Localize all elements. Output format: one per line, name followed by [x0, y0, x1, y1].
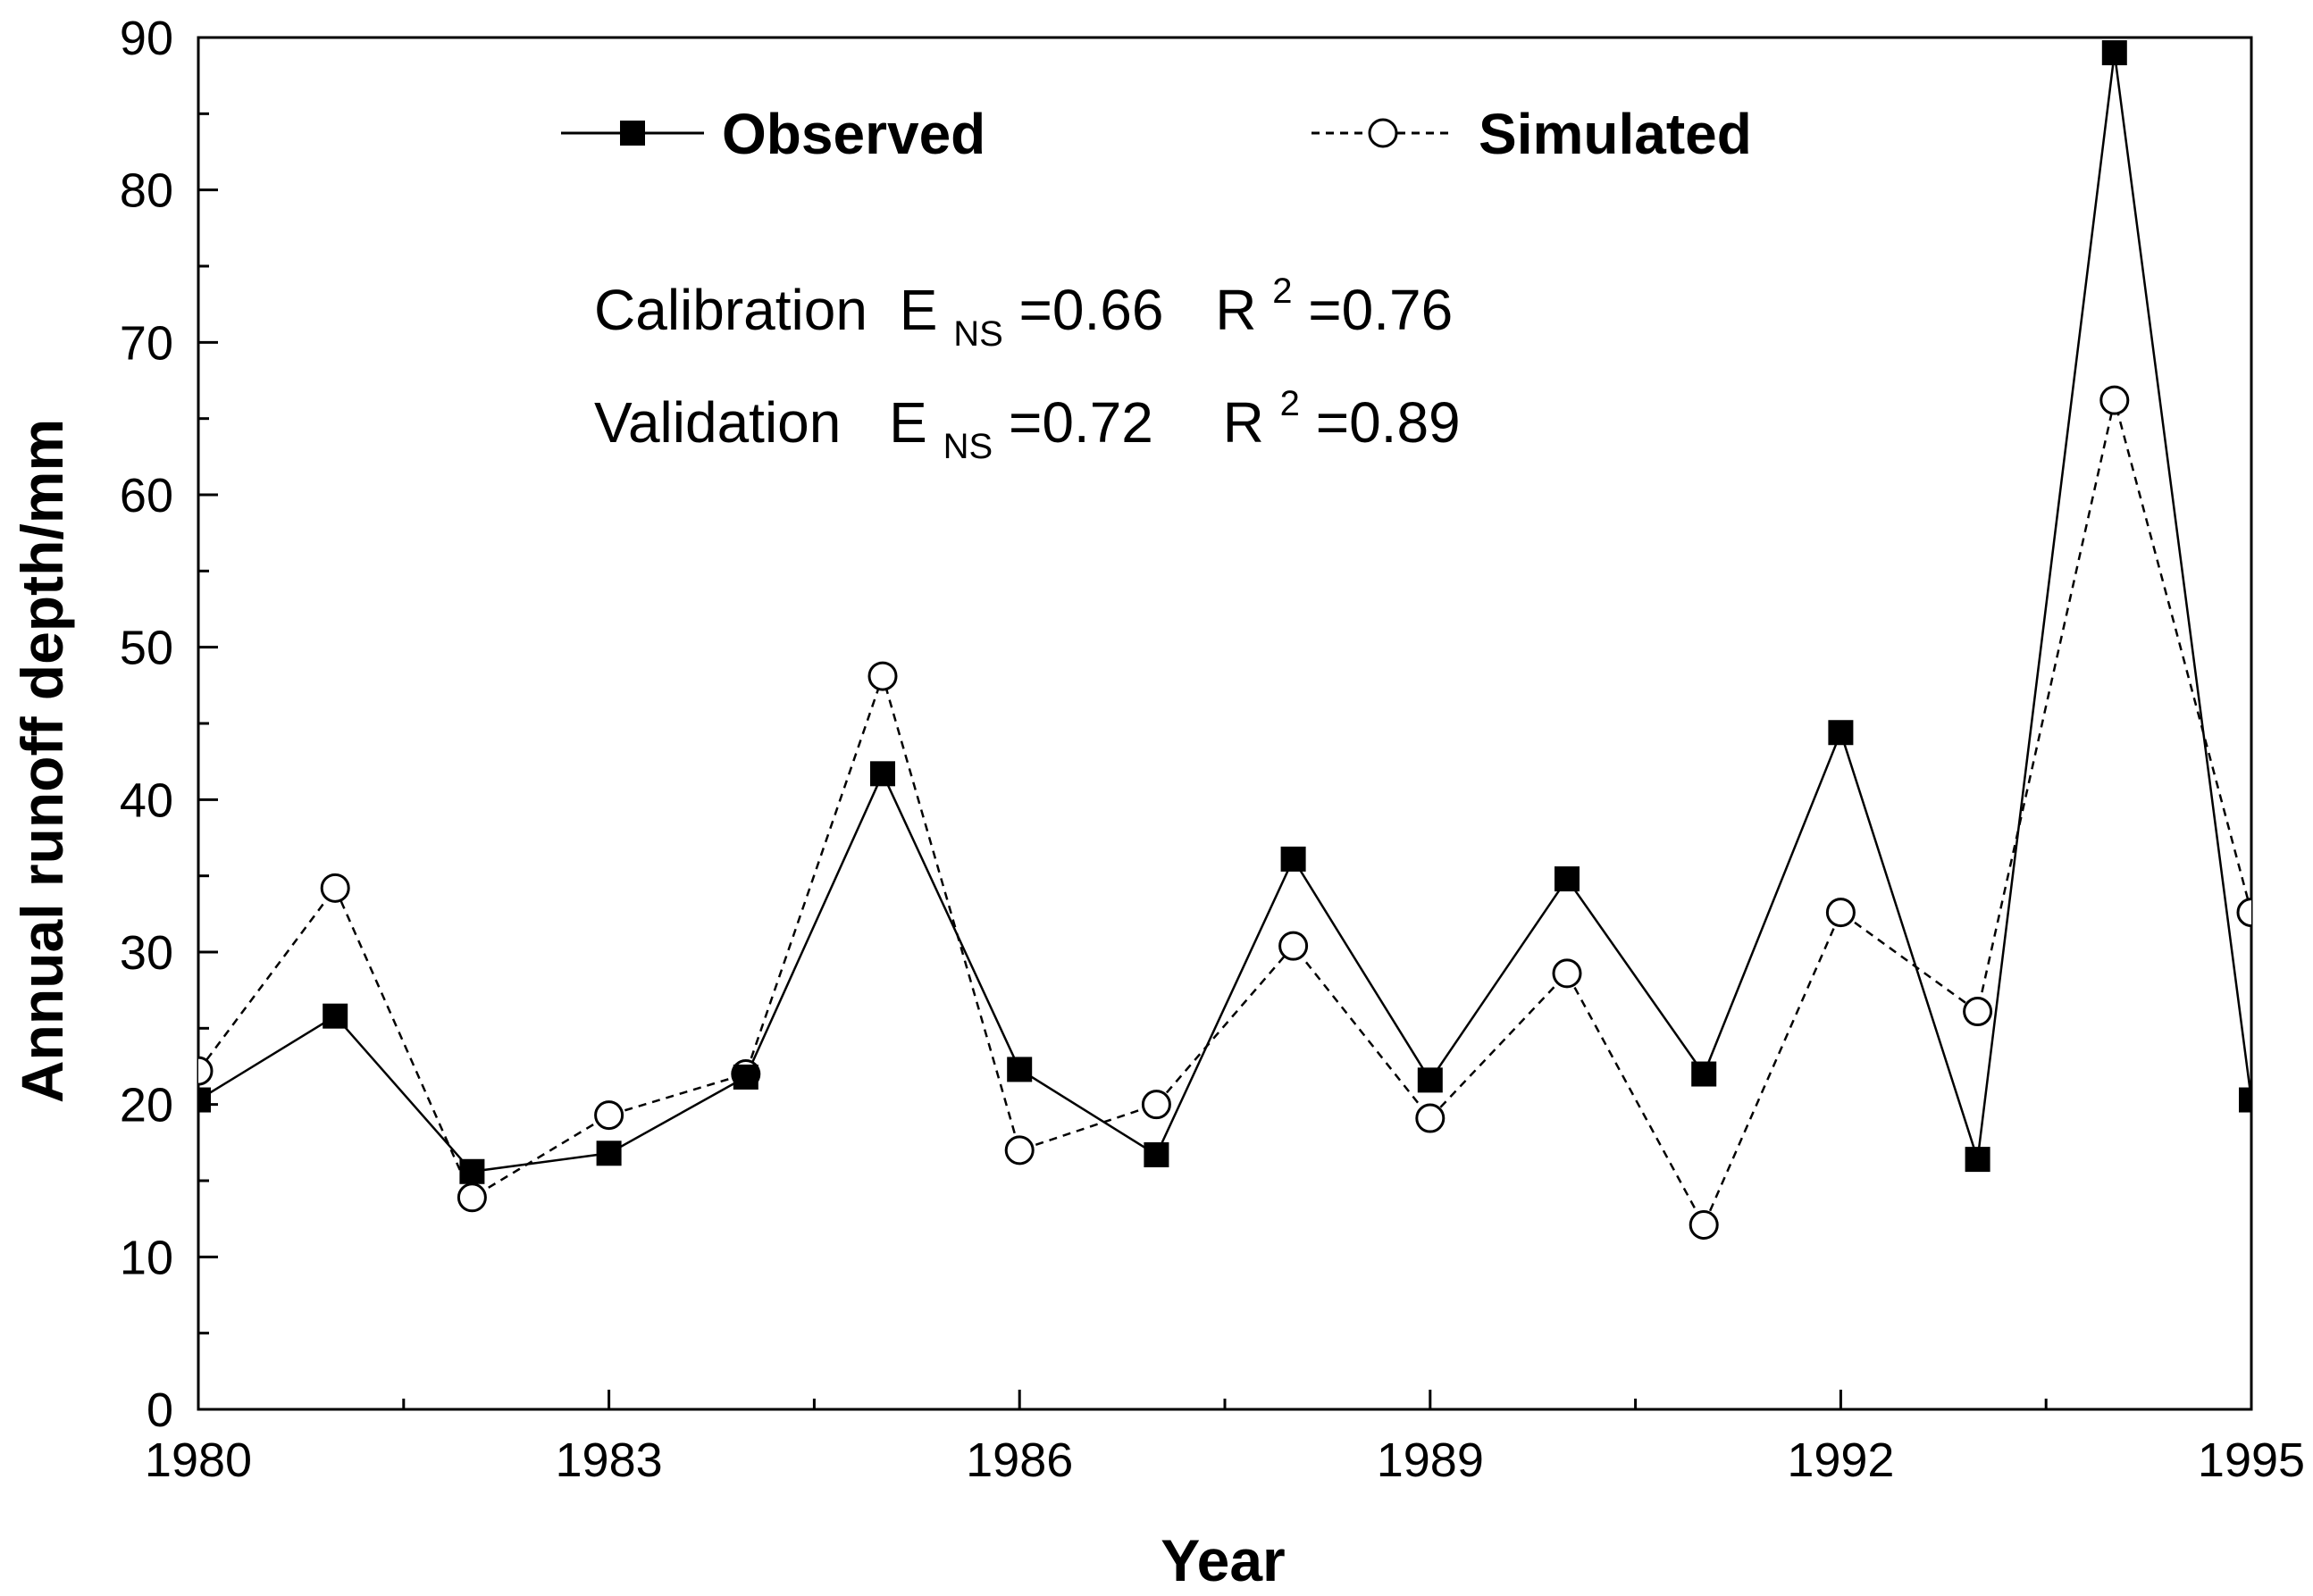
- calibration-stats: Calibration E NS =0.66 R 2 =0.76: [594, 251, 1453, 358]
- observed-point: [733, 1064, 758, 1090]
- legend-observed-marker: [620, 121, 645, 146]
- observed-point: [1691, 1061, 1717, 1087]
- validation-stats: Validation E NS =0.72 R 2 =0.89: [594, 363, 1461, 471]
- series-observed: [198, 52, 2251, 1174]
- y-axis-title: Annual runoff depth/mm: [9, 419, 75, 1103]
- y-tick-label: 40: [120, 773, 173, 827]
- calibration-e-subscript: NS: [953, 314, 1003, 354]
- observed-point: [2101, 40, 2127, 66]
- validation-label: Validation: [594, 390, 841, 455]
- simulated-point: [2099, 385, 2130, 415]
- observed-point: [596, 1141, 622, 1166]
- simulated-point: [2236, 898, 2251, 928]
- calibration-label: Calibration: [594, 278, 867, 342]
- calibration-r-symbol: R: [1215, 278, 1256, 342]
- legend-label-simulated: Simulated: [1479, 102, 1752, 166]
- x-tick-label: 1980: [145, 1433, 252, 1487]
- simulated-point: [320, 873, 350, 903]
- simulated-point: [1004, 1135, 1035, 1166]
- series-simulated: [198, 399, 2251, 1228]
- validation-r-value: =0.89: [1316, 390, 1461, 455]
- calibration-r-value: =0.76: [1308, 278, 1453, 342]
- y-tick-label: 60: [120, 469, 173, 522]
- y-tick-label: 70: [120, 316, 173, 370]
- observed-point: [459, 1158, 485, 1184]
- y-tick-label: 30: [120, 926, 173, 980]
- x-tick-label: 1992: [1787, 1433, 1894, 1487]
- simulated-point: [1141, 1090, 1171, 1120]
- validation-r-superscript: 2: [1280, 384, 1300, 423]
- series-line-observed: [198, 52, 2251, 1174]
- simulated-point: [1415, 1103, 1446, 1133]
- simulated-point: [1963, 997, 1993, 1027]
- simulated-point: [457, 1182, 487, 1213]
- observed-point: [1007, 1057, 1033, 1082]
- calibration-r-superscript: 2: [1272, 272, 1292, 311]
- observed-point: [1280, 846, 1306, 872]
- y-tick-label: 80: [120, 164, 173, 218]
- observed-point: [1417, 1067, 1443, 1093]
- validation-r-symbol: R: [1223, 390, 1264, 455]
- simulated-point: [198, 1056, 214, 1086]
- validation-e-symbol: E: [889, 390, 927, 455]
- simulated-point: [594, 1100, 624, 1131]
- x-tick-label: 1995: [2198, 1433, 2305, 1487]
- legend: Observed Simulated: [561, 102, 1752, 166]
- y-tick-label: 20: [120, 1079, 173, 1132]
- observed-point: [1555, 866, 1580, 892]
- simulated-point: [1552, 958, 1582, 989]
- x-tick-label: 1986: [966, 1433, 1073, 1487]
- y-tick-label: 0: [147, 1383, 173, 1437]
- y-tick-label: 50: [120, 622, 173, 675]
- observed-point: [1965, 1147, 1990, 1173]
- x-tick-label: 1983: [556, 1433, 663, 1487]
- observed-point: [323, 1003, 348, 1029]
- legend-simulated-marker: [1368, 118, 1398, 148]
- validation-e-subscript: NS: [943, 427, 993, 466]
- series-line-simulated: [198, 399, 2251, 1228]
- simulated-point: [1278, 931, 1309, 961]
- y-tick-label: 10: [120, 1231, 173, 1284]
- observed-point: [198, 1087, 211, 1113]
- legend-label-observed: Observed: [722, 102, 985, 166]
- markers-observed: [198, 40, 2251, 1184]
- simulated-point: [867, 661, 898, 691]
- observed-point: [870, 761, 895, 787]
- observed-point: [1144, 1141, 1169, 1167]
- observed-point: [1828, 720, 1854, 746]
- calibration-e-value: =0.66: [1019, 278, 1164, 342]
- observed-point: [2239, 1087, 2251, 1113]
- calibration-e-symbol: E: [900, 278, 938, 342]
- simulated-point: [1825, 898, 1856, 928]
- series-layer: [198, 40, 2251, 1240]
- y-tick-label: 90: [120, 12, 173, 65]
- axes: 0 10 20 30 40 50 60 70 80 90 1980 1983 1986 1989 1992 1…: [120, 12, 2305, 1487]
- x-tick-label: 1989: [1377, 1433, 1484, 1487]
- x-axis-title: Year: [1161, 1527, 1285, 1593]
- validation-e-value: =0.72: [1009, 390, 1153, 455]
- simulated-point: [1689, 1209, 1719, 1240]
